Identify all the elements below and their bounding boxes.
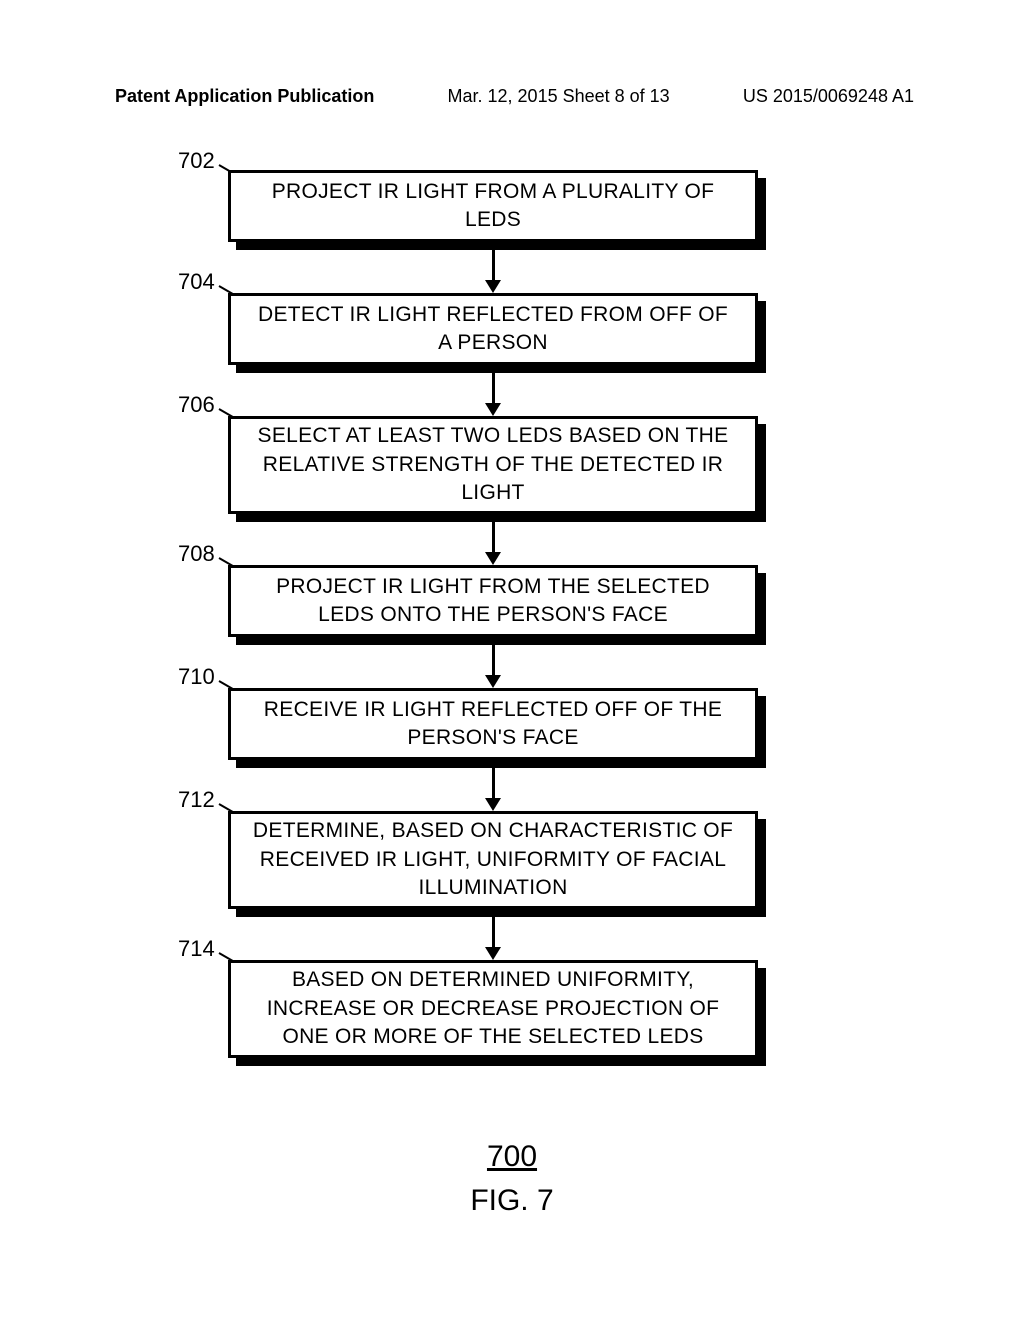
header-date-sheet: Mar. 12, 2015 Sheet 8 of 13 [448,86,670,107]
flowchart-step-706: SELECT AT LEAST TWO LEDS BASED ON THE RE… [228,416,758,514]
step-label-712: 712 [178,787,215,813]
flowchart-box: PROJECT IR LIGHT FROM THE SELECTED LEDS … [228,565,758,637]
step-label-714: 714 [178,936,215,962]
figure-label: 700 FIG. 7 [0,1140,1024,1218]
arrow-line [492,373,495,403]
arrow-line [492,522,495,552]
step-label-708: 708 [178,541,215,567]
flowchart-step-714: BASED ON DETERMINED UNIFORMITY, INCREASE… [228,960,758,1058]
flowchart-box: DETECT IR LIGHT REFLECTED FROM OFF OF A … [228,293,758,365]
flowchart-step-712: DETERMINE, BASED ON CHARACTERISTIC OF RE… [228,811,758,909]
arrow-head-icon [485,403,501,416]
flowchart-box: DETERMINE, BASED ON CHARACTERISTIC OF RE… [228,811,758,909]
figure-number: 700 [0,1140,1024,1174]
step-label-704: 704 [178,269,215,295]
step-label-706: 706 [178,392,215,418]
flowchart-step-708: PROJECT IR LIGHT FROM THE SELECTED LEDS … [228,565,758,637]
header-publication: Patent Application Publication [115,86,374,107]
step-label-710: 710 [178,664,215,690]
flowchart-step-704: DETECT IR LIGHT REFLECTED FROM OFF OF A … [228,293,758,365]
arrow-head-icon [485,675,501,688]
header-patent-number: US 2015/0069248 A1 [743,86,914,107]
arrow-line [492,250,495,280]
step-label-702: 702 [178,148,215,174]
page-header: Patent Application Publication Mar. 12, … [0,86,1024,107]
flowchart-box: BASED ON DETERMINED UNIFORMITY, INCREASE… [228,960,758,1058]
flowchart-box: RECEIVE IR LIGHT REFLECTED OFF OF THE PE… [228,688,758,760]
arrow-line [492,917,495,947]
flowchart-box: PROJECT IR LIGHT FROM A PLURALITY OF LED… [228,170,758,242]
figure-title: FIG. 7 [0,1184,1024,1218]
arrow-line [492,768,495,798]
arrow-head-icon [485,552,501,565]
arrow-head-icon [485,947,501,960]
arrow-head-icon [485,798,501,811]
flowchart-step-702: PROJECT IR LIGHT FROM A PLURALITY OF LED… [228,170,758,242]
arrow-line [492,645,495,675]
arrow-head-icon [485,280,501,293]
flowchart-step-710: RECEIVE IR LIGHT REFLECTED OFF OF THE PE… [228,688,758,760]
flowchart-box: SELECT AT LEAST TWO LEDS BASED ON THE RE… [228,416,758,514]
